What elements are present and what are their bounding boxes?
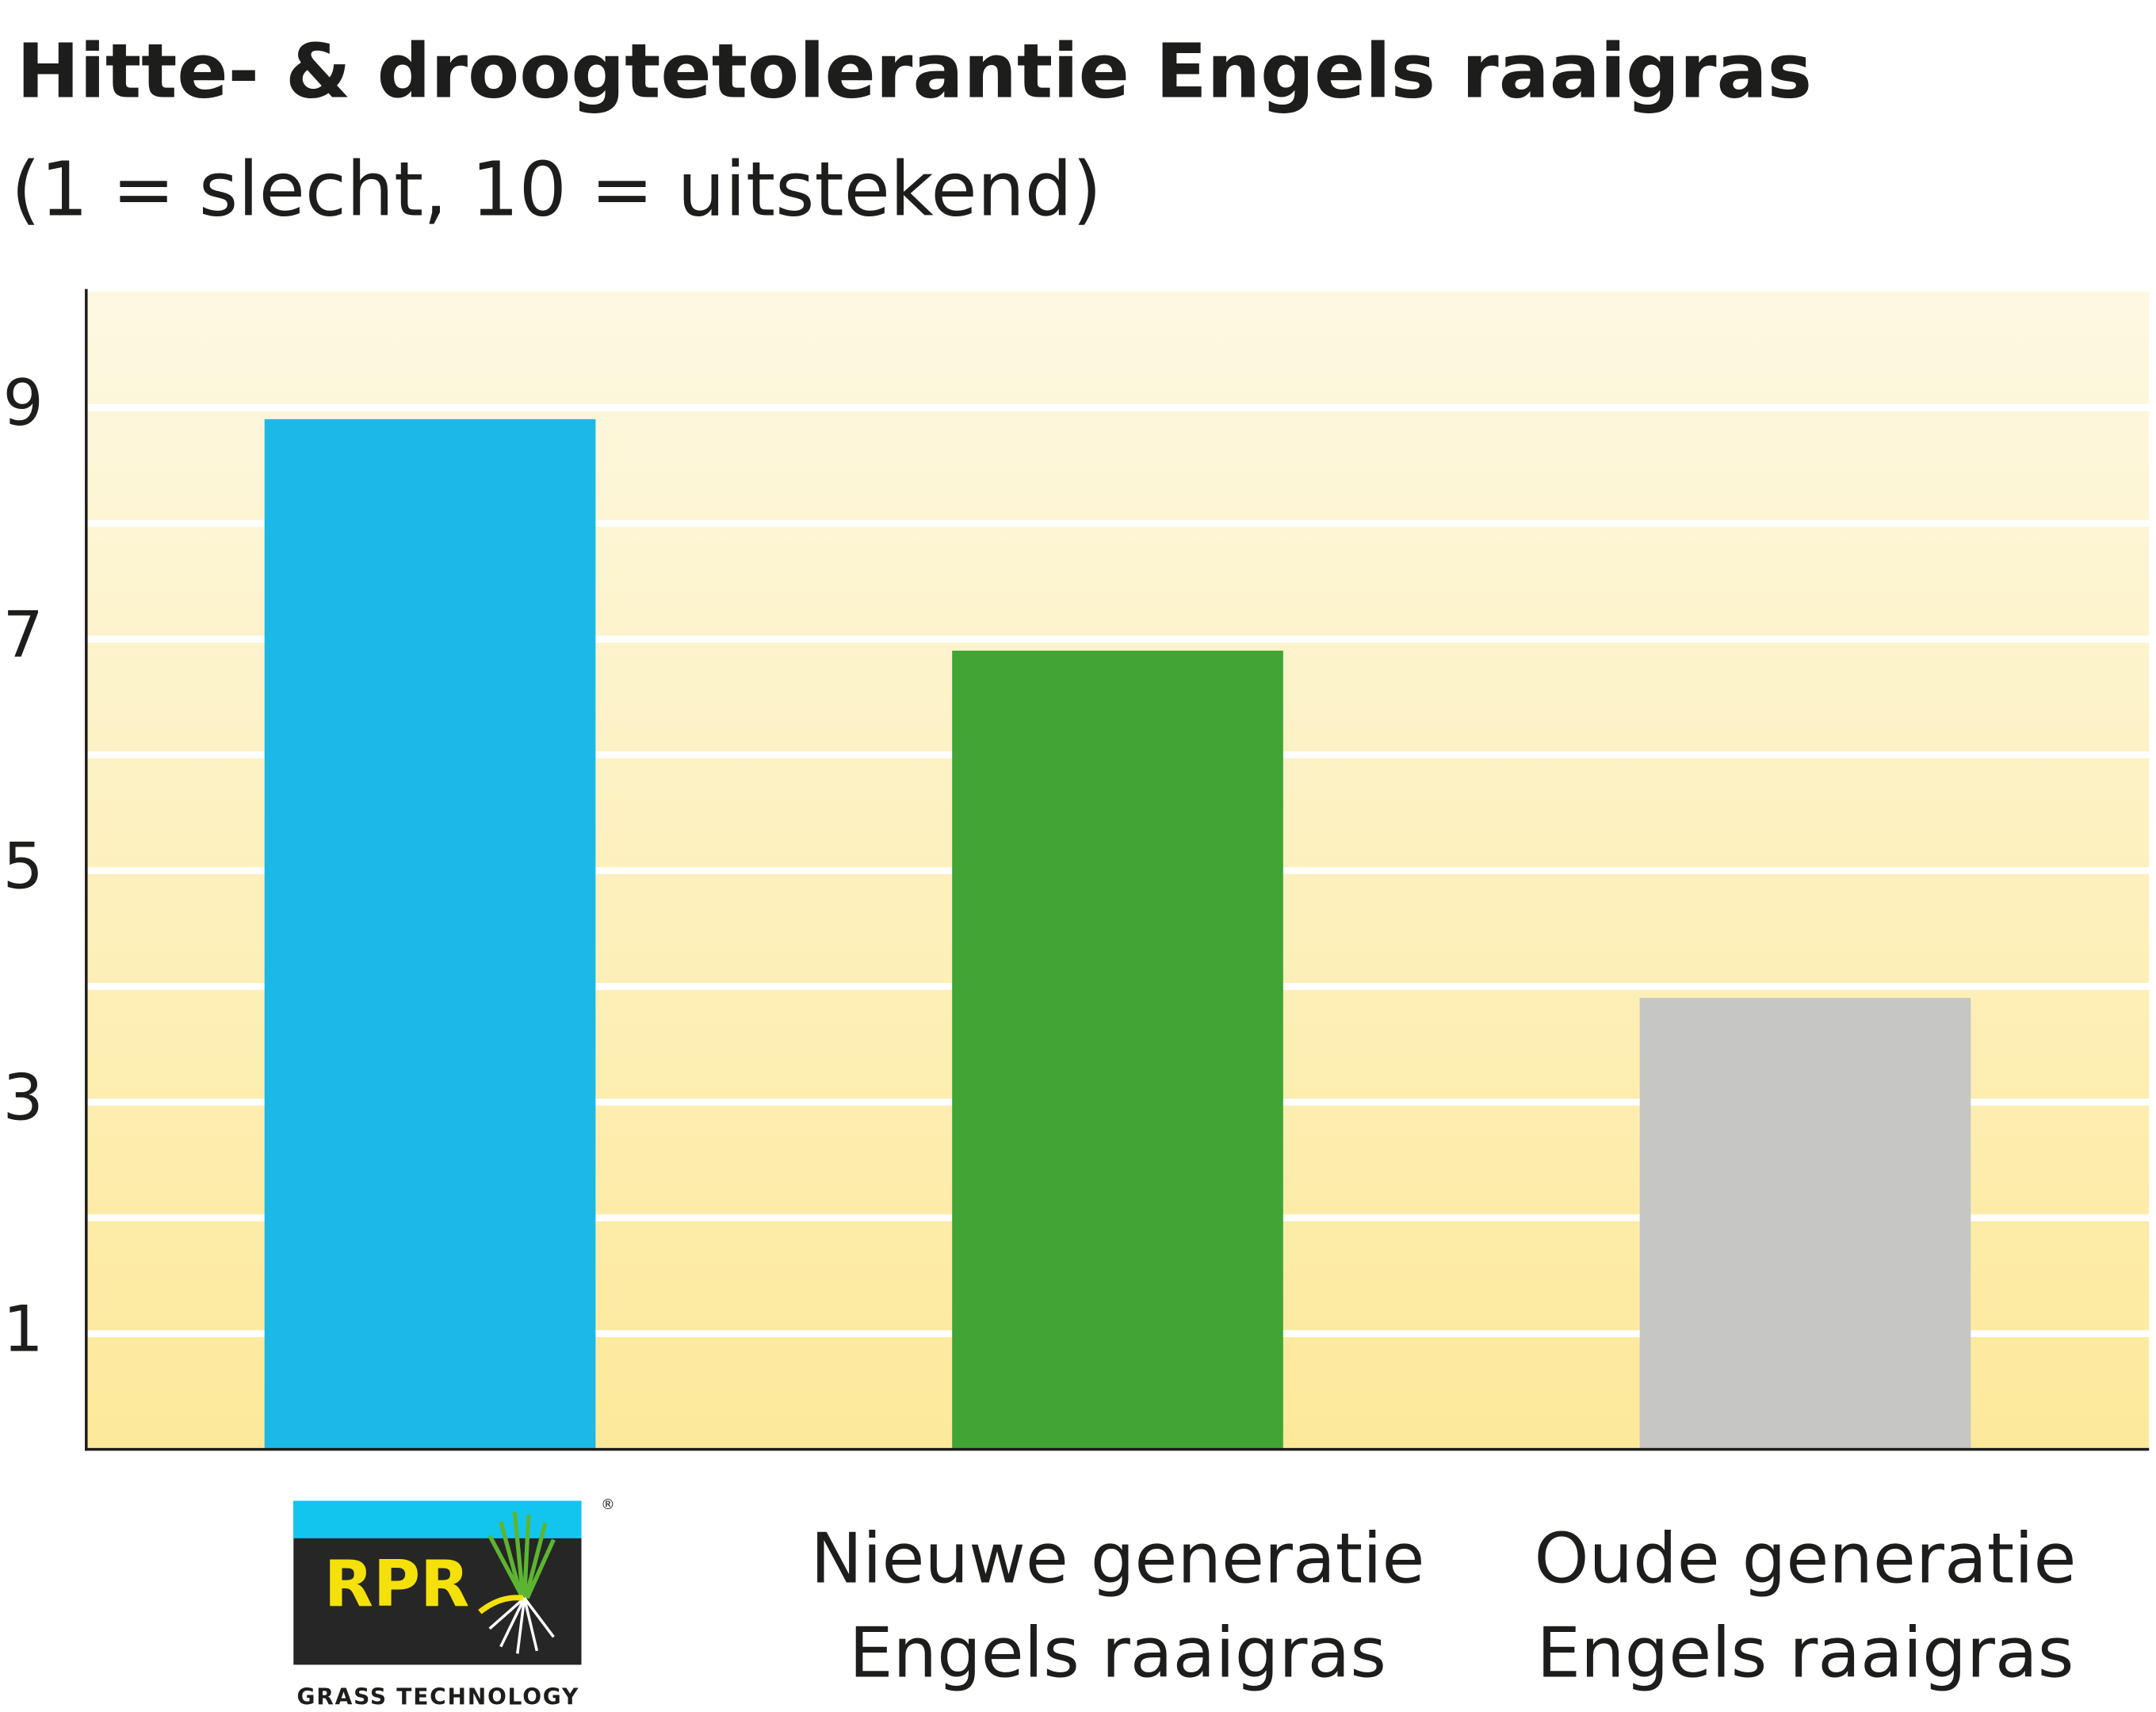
logo-roots [478, 1595, 555, 1654]
x-tick-label: Engels raaigras [1537, 1613, 2074, 1694]
bar [952, 650, 1283, 1450]
logo-sky [293, 1500, 582, 1538]
y-tick-label: 3 [3, 1060, 44, 1135]
chart-subtitle: (1 = slecht, 10 = uitstekend) [11, 146, 1102, 233]
x-tick-label: Oude generatie [1534, 1518, 2076, 1599]
logo-caption: GRASS TECHNOLOGY [296, 1683, 579, 1710]
y-tick-label: 1 [3, 1293, 44, 1367]
bar [264, 418, 596, 1450]
logo [293, 1500, 582, 1665]
logo-label: RPR [324, 1547, 469, 1622]
x-tick-label: Nieuwe generatie [811, 1518, 1425, 1599]
y-tick-label: 5 [3, 829, 44, 904]
y-tick-label: 9 [3, 366, 44, 441]
bar [1639, 998, 1971, 1450]
logo-registered: ® [601, 1497, 615, 1513]
logo-grass [487, 1511, 556, 1599]
y-tick-label: 7 [3, 598, 44, 672]
x-tick-label: Engels raaigras [849, 1613, 1386, 1694]
chart-title: Hitte- & droogtetolerantie Engels raaigr… [17, 28, 1812, 115]
